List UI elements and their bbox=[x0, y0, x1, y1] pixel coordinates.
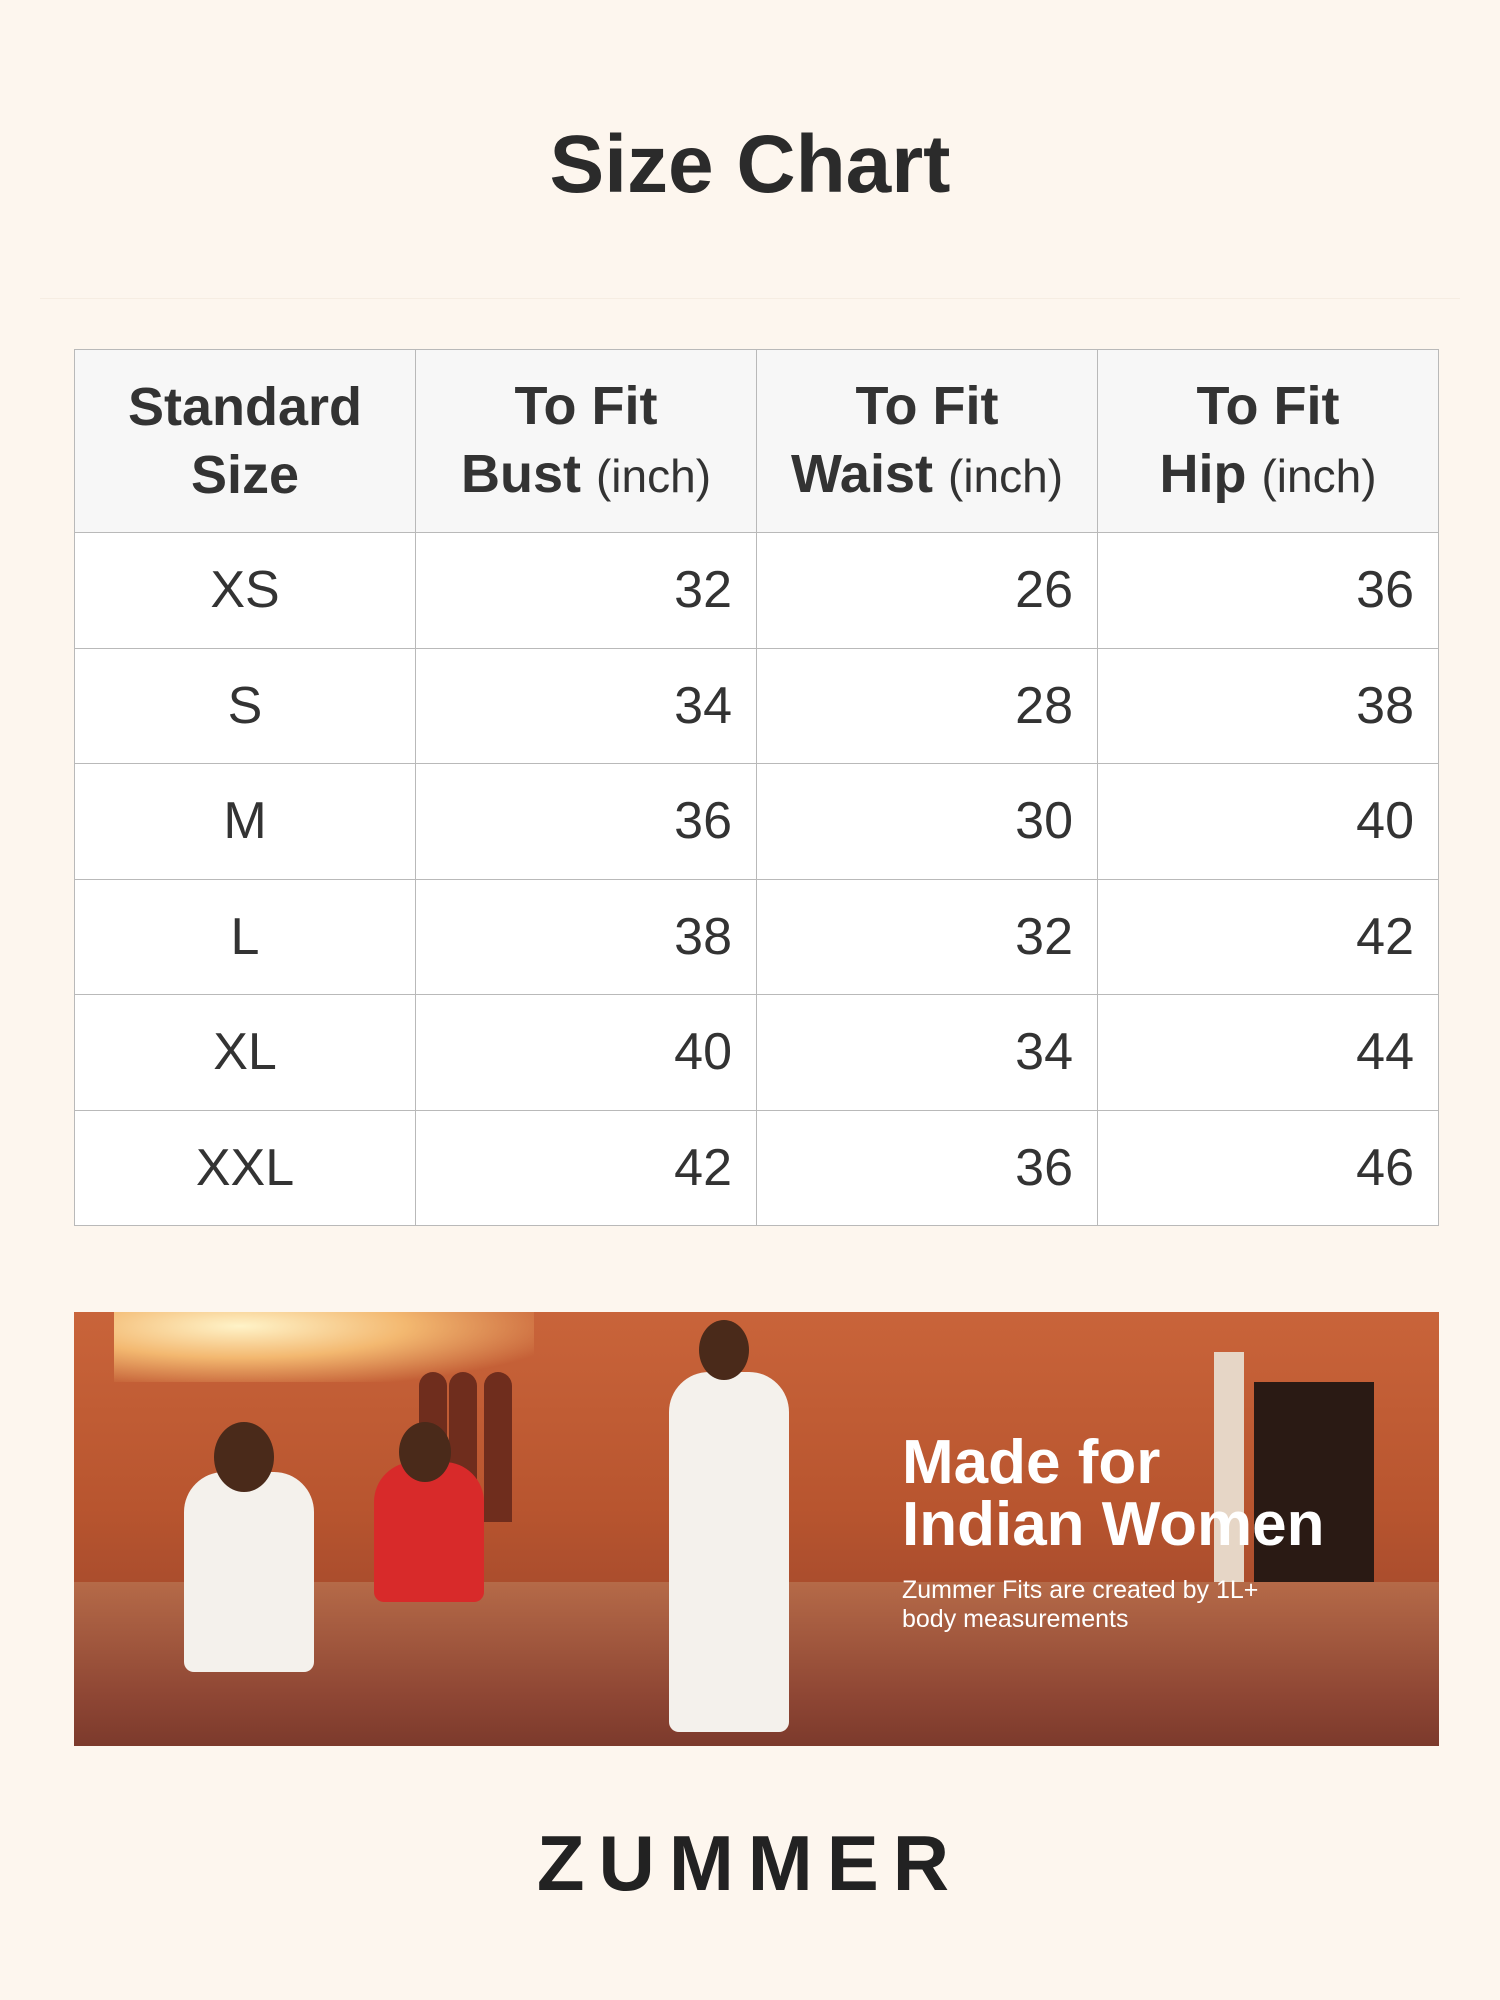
table-header-row: Standard Size To Fit Bust (inch) To Fit Waist… bbox=[74, 349, 1439, 533]
banner-subtitle-line1: Zummer Fits are created by 1L+ bbox=[902, 1576, 1259, 1604]
banner-subtitle-line2: body measurements bbox=[902, 1605, 1129, 1633]
table-row: S 34 28 38 bbox=[74, 647, 1439, 764]
banner-headline-line2: Indian Women bbox=[902, 1490, 1325, 1559]
measurement-cell: 36 bbox=[415, 763, 757, 880]
header-line1: Standard bbox=[127, 377, 363, 437]
measurement-cell: 32 bbox=[415, 532, 757, 649]
measurement-cell: 36 bbox=[756, 1109, 1098, 1226]
header-measure: Size bbox=[190, 445, 300, 505]
measurement-cell: 30 bbox=[756, 763, 1098, 880]
page-title: Size Chart bbox=[549, 119, 951, 210]
size-cell: L bbox=[74, 878, 416, 995]
header-unit: (inch) bbox=[1261, 450, 1377, 502]
header-unit: (inch) bbox=[948, 450, 1064, 502]
measurement-cell: 36 bbox=[1097, 532, 1439, 649]
header-line1: To Fit bbox=[1196, 376, 1340, 436]
size-cell: S bbox=[74, 647, 416, 764]
table-row: L 38 32 42 bbox=[74, 878, 1439, 995]
header-measure: Bust bbox=[460, 444, 581, 504]
measurement-cell: 38 bbox=[415, 878, 757, 995]
header-unit: (inch) bbox=[595, 450, 712, 502]
header-line2: Waist (inch) bbox=[757, 440, 1097, 510]
size-cell: XL bbox=[74, 994, 416, 1111]
table-row: XL 40 34 44 bbox=[74, 994, 1439, 1111]
size-chart-table: Standard Size To Fit Bust (inch) To Fit Waist… bbox=[74, 349, 1439, 1226]
size-cell: XS bbox=[74, 532, 416, 649]
brand-logo: ZUMMER bbox=[536, 1819, 964, 1907]
measurement-cell: 44 bbox=[1097, 994, 1439, 1111]
table-row: M 36 30 40 bbox=[74, 763, 1439, 880]
header-line1: To Fit bbox=[855, 376, 999, 436]
measurement-cell: 38 bbox=[1097, 647, 1439, 764]
size-cell: XXL bbox=[74, 1109, 416, 1226]
measurement-cell: 42 bbox=[415, 1109, 757, 1226]
size-cell: M bbox=[74, 763, 416, 880]
measurement-cell: 26 bbox=[756, 532, 1098, 649]
promo-banner-image: Made for Indian Women Zummer Fits are cre… bbox=[74, 1312, 1439, 1746]
header-measure: Waist bbox=[790, 444, 933, 504]
measurement-cell: 28 bbox=[756, 647, 1098, 764]
column-header: To Fit Waist (inch) bbox=[756, 349, 1098, 533]
column-header: To Fit Hip (inch) bbox=[1097, 349, 1439, 533]
header-line2: Size bbox=[75, 441, 415, 509]
measurement-cell: 34 bbox=[415, 647, 757, 764]
column-header: Standard Size bbox=[74, 349, 416, 533]
header-line1: To Fit bbox=[514, 376, 658, 436]
measurement-cell: 40 bbox=[1097, 763, 1439, 880]
table-row: XS 32 26 36 bbox=[74, 532, 1439, 649]
divider bbox=[40, 298, 1460, 299]
header-line2: Bust (inch) bbox=[416, 440, 756, 510]
measurement-cell: 42 bbox=[1097, 878, 1439, 995]
measurement-cell: 40 bbox=[415, 994, 757, 1111]
banner-headline-line1: Made for bbox=[902, 1428, 1161, 1497]
header-line2: Hip (inch) bbox=[1098, 440, 1438, 510]
measurement-cell: 32 bbox=[756, 878, 1098, 995]
measurement-cell: 46 bbox=[1097, 1109, 1439, 1226]
table-row: XXL 42 36 46 bbox=[74, 1109, 1439, 1226]
column-header: To Fit Bust (inch) bbox=[415, 349, 757, 533]
measurement-cell: 34 bbox=[756, 994, 1098, 1111]
header-measure: Hip bbox=[1159, 444, 1247, 504]
